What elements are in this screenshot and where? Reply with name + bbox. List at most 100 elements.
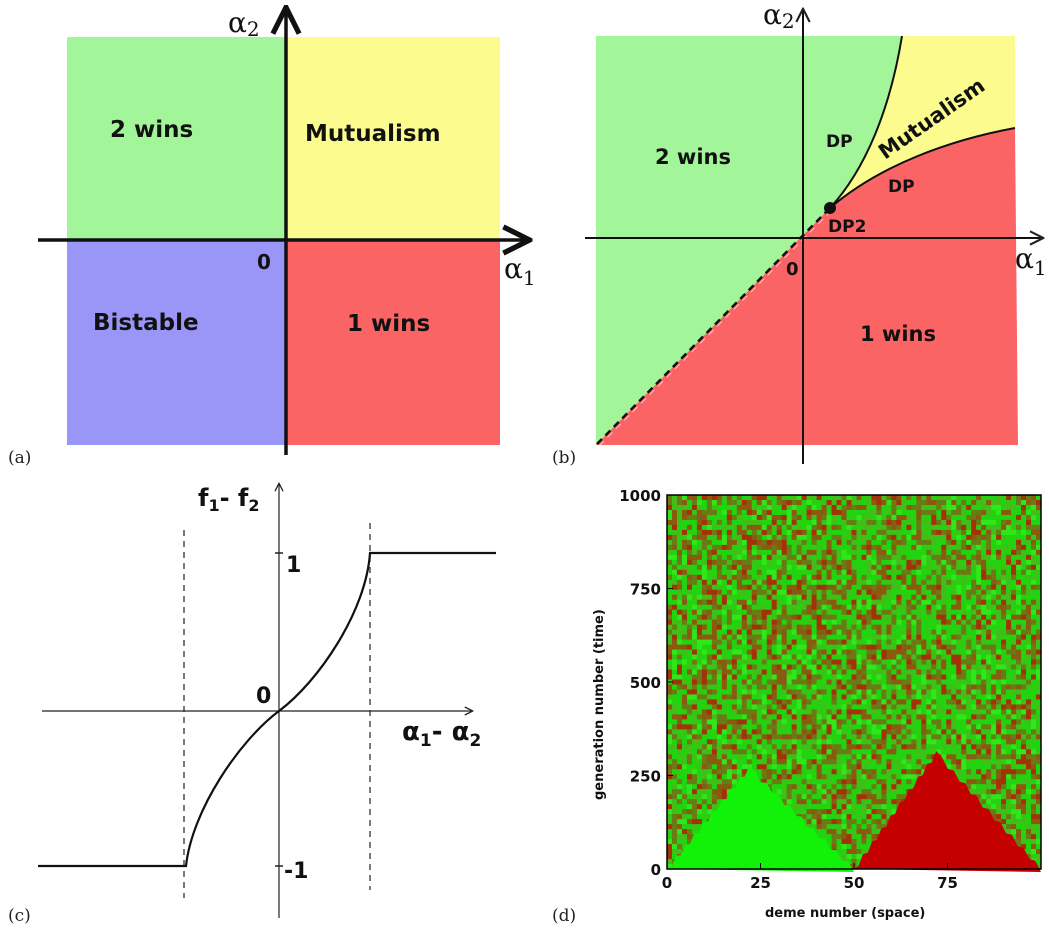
heatmap-cell xyxy=(756,514,763,521)
heatmap-cell xyxy=(941,734,947,740)
heatmap-cell xyxy=(981,684,987,690)
heatmap-cell xyxy=(871,769,877,775)
heatmap-cell xyxy=(671,509,678,516)
heatmap-cell xyxy=(886,599,892,606)
heatmap-cell xyxy=(861,684,867,690)
heatmap-cell xyxy=(667,619,673,625)
heatmap-cell xyxy=(791,759,797,765)
heatmap-cell xyxy=(681,629,688,635)
heatmap xyxy=(667,495,1042,872)
heatmap-cell xyxy=(881,604,887,610)
heatmap-cell xyxy=(771,739,778,745)
heatmap-cell xyxy=(726,599,733,606)
heatmap-cell xyxy=(691,589,698,596)
heatmap-cell xyxy=(746,644,753,650)
heatmap-cell xyxy=(901,589,907,596)
heatmap-cell xyxy=(996,499,1002,506)
heatmap-cell xyxy=(731,704,738,710)
heatmap-cell xyxy=(871,754,877,760)
heatmap-cell xyxy=(1016,719,1022,725)
heatmap-cell xyxy=(667,599,673,606)
heatmap-cell xyxy=(836,614,842,620)
heatmap-cell xyxy=(806,694,812,700)
heatmap-cell xyxy=(776,549,782,556)
heatmap-cell xyxy=(791,519,797,526)
heatmap-cell xyxy=(841,789,847,795)
heatmap-cell xyxy=(796,534,802,541)
heatmap-cell xyxy=(1016,514,1022,521)
heatmap-cell xyxy=(831,679,837,685)
heatmap-cell xyxy=(1036,719,1042,725)
heatmap-cell xyxy=(686,669,693,675)
heatmap-cell xyxy=(896,689,902,695)
heatmap-cell xyxy=(866,819,872,825)
heatmap-cell xyxy=(1031,599,1037,606)
heatmap-cell xyxy=(816,514,822,521)
heatmap-cell xyxy=(931,719,937,725)
heatmap-cell xyxy=(796,794,802,800)
heatmap-cell xyxy=(751,644,758,650)
heatmap-cell xyxy=(676,764,683,770)
heatmap-cell xyxy=(671,499,678,506)
heatmap-cell xyxy=(921,604,927,610)
heatmap-cell xyxy=(881,634,887,640)
heatmap-cell xyxy=(896,495,902,501)
heatmap-cell xyxy=(961,504,967,511)
heatmap-cell xyxy=(1021,584,1027,591)
heatmap-cell xyxy=(866,574,872,581)
heatmap-cell xyxy=(731,519,738,526)
heatmap-cell xyxy=(1031,664,1037,670)
heatmap-cell xyxy=(1026,774,1032,780)
heatmap-cell xyxy=(866,689,872,695)
heatmap-cell xyxy=(861,749,867,755)
heatmap-cell xyxy=(1006,814,1012,820)
heatmap-cell xyxy=(1021,639,1027,645)
heatmap-cell xyxy=(1006,664,1012,670)
heatmap-cell xyxy=(991,544,997,551)
heatmap-cell xyxy=(781,684,787,690)
heatmap-cell xyxy=(851,624,857,630)
heatmap-cell xyxy=(891,564,897,571)
heatmap-cell xyxy=(696,759,703,765)
heatmap-cell xyxy=(991,754,997,760)
heatmap-cell xyxy=(921,699,927,705)
heatmap-cell xyxy=(816,744,822,750)
heatmap-cell xyxy=(766,569,773,576)
heatmap-cell xyxy=(711,499,718,506)
heatmap-cell xyxy=(801,779,807,785)
heatmap-cell xyxy=(1016,734,1022,740)
heatmap-cell xyxy=(706,769,713,775)
heatmap-cell xyxy=(936,539,942,546)
heatmap-cell xyxy=(956,699,962,705)
heatmap-cell xyxy=(811,619,817,625)
heatmap-cell xyxy=(911,759,917,765)
heatmap-cell xyxy=(706,599,713,606)
heatmap-cell xyxy=(1021,589,1027,596)
heatmap-cell xyxy=(1011,664,1017,670)
heatmap-cell xyxy=(731,699,738,705)
heatmap-cell xyxy=(826,789,832,795)
heatmap-cell xyxy=(676,684,683,690)
heatmap-cell xyxy=(931,669,937,675)
heatmap-cell xyxy=(866,539,872,546)
heatmap-cell xyxy=(841,539,847,546)
heatmap-cell xyxy=(946,659,952,665)
heatmap-cell xyxy=(796,809,802,815)
heatmap-cell xyxy=(771,729,778,735)
heatmap-cell xyxy=(826,709,832,715)
heatmap-cell xyxy=(826,689,832,695)
heatmap-cell xyxy=(891,624,897,630)
heatmap-cell xyxy=(856,604,862,610)
heatmap-cell xyxy=(706,754,713,760)
heatmap-cell xyxy=(1036,644,1042,650)
heatmap-cell xyxy=(826,719,832,725)
heatmap-cell xyxy=(676,639,683,645)
heatmap-cell xyxy=(996,544,1002,551)
heatmap-cell xyxy=(706,594,713,601)
heatmap-cell xyxy=(846,584,852,591)
heatmap-cell xyxy=(791,704,797,710)
heatmap-cell xyxy=(876,714,882,720)
heatmap-cell xyxy=(926,579,932,586)
heatmap-cell xyxy=(696,584,703,591)
heatmap-cell xyxy=(856,799,862,805)
